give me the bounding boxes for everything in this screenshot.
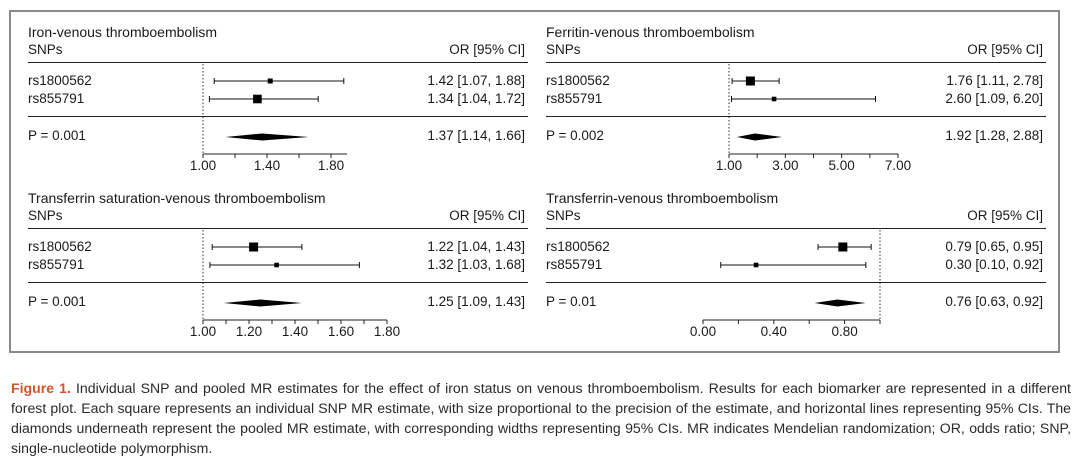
x-tick-label: 5.00: [829, 158, 855, 173]
x-tick-label: 1.00: [716, 158, 742, 173]
snps-column-header: SNPs: [28, 42, 63, 57]
snp-or-value: 1.22 [1.04, 1.43]: [427, 239, 525, 254]
forest-plot-svg: 1.00 1.20 1.40 1.60 1.80: [190, 230, 400, 339]
x-tick-label: 7.00: [885, 158, 911, 173]
pooled-or-value: 1.37 [1.14, 1.66]: [427, 128, 525, 143]
header-divider: [546, 228, 1046, 229]
snp-label: rs855791: [28, 91, 85, 106]
x-tick-label: 1.80: [318, 158, 344, 173]
x-tick-label: 1.00: [190, 324, 216, 339]
snp-estimate-square: [745, 76, 755, 86]
snp-label: rs855791: [28, 257, 85, 272]
p-value: P = 0.002: [546, 128, 604, 143]
snp-label: rs1800562: [28, 73, 92, 88]
forest-panel-iron: 1.00 1.40 1.80 Iron-venous thromboembolism…: [28, 24, 533, 184]
snp-or-value: 0.30 [0.10, 0.92]: [945, 257, 1043, 272]
or-column-header: OR [95% CI]: [967, 208, 1043, 223]
forest-plot-svg: 1.00 3.00 5.00 7.00: [716, 64, 911, 173]
snp-or-value: 2.60 [1.09, 6.20]: [945, 91, 1043, 106]
figure-label: Figure 1.: [11, 380, 71, 396]
pooled-or-value: 0.76 [0.63, 0.92]: [945, 294, 1043, 309]
snp-label: rs1800562: [546, 73, 610, 88]
x-tick-label: 3.00: [772, 158, 798, 173]
x-tick-label: 0.40: [761, 324, 787, 339]
panel-title: Iron-venous thromboembolism: [28, 24, 218, 40]
pooled-divider: [28, 116, 528, 117]
pooled-divider: [546, 116, 1046, 117]
snp-or-value: 0.79 [0.65, 0.95]: [945, 239, 1043, 254]
snp-estimate-square: [838, 242, 848, 252]
snp-estimate-square: [267, 78, 273, 84]
snp-estimate-square: [771, 96, 777, 102]
panel-title: Transferrin-venous thromboembolism: [546, 190, 779, 206]
pooled-divider: [28, 282, 528, 283]
p-value: P = 0.01: [546, 294, 597, 309]
pooled-estimate-diamond: [736, 133, 782, 141]
or-column-header: OR [95% CI]: [449, 208, 525, 223]
header-divider: [28, 228, 528, 229]
pooled-or-value: 1.92 [1.28, 2.88]: [945, 128, 1043, 143]
pooled-estimate-diamond: [223, 299, 302, 307]
pooled-estimate-diamond: [814, 299, 866, 307]
snp-label: rs1800562: [546, 239, 610, 254]
caption-text: Individual SNP and pooled MR estimates f…: [11, 380, 1071, 456]
snps-column-header: SNPs: [28, 208, 63, 223]
x-tick-label: 0.00: [690, 324, 716, 339]
forest-panel-ferritin: 1.00 3.00 5.00 7.00 Ferritin-venous thrombo…: [546, 24, 1051, 184]
snps-column-header: SNPs: [546, 208, 581, 223]
figure-caption: Figure 1. Individual SNP and pooled MR e…: [11, 378, 1071, 458]
header-divider: [28, 62, 528, 63]
header-divider: [546, 62, 1046, 63]
x-tick-label: 1.80: [374, 324, 400, 339]
p-value: P = 0.001: [28, 294, 86, 309]
or-column-header: OR [95% CI]: [449, 42, 525, 57]
snp-or-value: 1.76 [1.11, 2.78]: [946, 73, 1043, 88]
snp-estimate-square: [249, 242, 259, 252]
snp-estimate-square: [274, 262, 279, 268]
or-column-header: OR [95% CI]: [967, 42, 1043, 57]
x-tick-label: 1.60: [328, 324, 354, 339]
snp-label: rs855791: [546, 91, 603, 106]
forest-plot-svg: 1.00 1.40 1.80: [190, 64, 347, 173]
panel-title: Ferritin-venous thromboembolism: [546, 24, 755, 40]
forest-panel-transferrin-saturation: 1.00 1.20 1.40 1.60 1.80 Transferrin saturat…: [28, 190, 533, 350]
p-value: P = 0.001: [28, 128, 86, 143]
forest-panel-transferrin: 0.00 0.40 0.80 Transferrin-venous thromboe…: [546, 190, 1051, 350]
snp-or-value: 1.32 [1.03, 1.68]: [427, 257, 525, 272]
snp-or-value: 1.34 [1.04, 1.72]: [427, 91, 525, 106]
snp-estimate-square: [753, 262, 759, 268]
x-tick-label: 1.00: [190, 158, 216, 173]
snp-or-value: 1.42 [1.07, 1.88]: [427, 73, 525, 88]
snp-label: rs1800562: [28, 239, 92, 254]
x-tick-label: 0.80: [831, 324, 857, 339]
forest-plot-svg: 0.00 0.40 0.80: [690, 230, 881, 339]
pooled-or-value: 1.25 [1.09, 1.43]: [427, 294, 525, 309]
snp-estimate-square: [253, 94, 262, 104]
snps-column-header: SNPs: [546, 42, 581, 57]
x-tick-label: 1.40: [254, 158, 280, 173]
x-tick-label: 1.20: [236, 324, 262, 339]
snp-label: rs855791: [546, 257, 603, 272]
figure-frame: 1.00 1.40 1.80 Iron-venous thromboembolism…: [9, 10, 1060, 353]
panel-title: Transferrin saturation-venous thromboemb…: [28, 190, 326, 206]
pooled-divider: [546, 282, 1046, 283]
x-tick-label: 1.40: [282, 324, 308, 339]
pooled-estimate-diamond: [225, 133, 309, 141]
